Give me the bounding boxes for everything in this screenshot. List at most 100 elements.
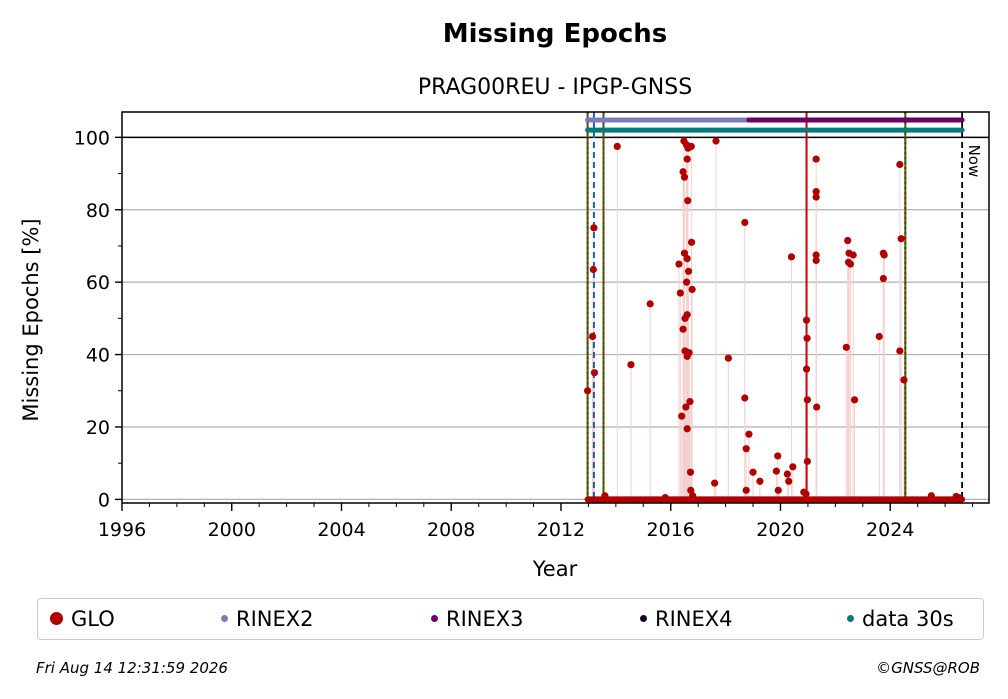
data-point	[812, 251, 820, 259]
x-tick-label: 2008	[427, 519, 475, 541]
data-point	[712, 137, 720, 145]
legend-marker-glo	[50, 611, 63, 625]
data-point	[742, 486, 750, 494]
data-point	[601, 492, 609, 500]
y-tick-label: 60	[86, 272, 110, 294]
data-point	[849, 251, 857, 259]
data-point	[812, 193, 820, 201]
data-point	[627, 361, 635, 369]
data-point	[613, 142, 621, 150]
data-point	[802, 316, 811, 324]
data-point	[802, 365, 811, 373]
data-point	[787, 253, 796, 261]
data-point	[675, 260, 683, 268]
legend-label-glo: GLO	[71, 607, 115, 631]
legend-label-rinex4: RINEX4	[655, 607, 733, 631]
data-point	[689, 492, 697, 500]
legend-marker-rinex2	[221, 614, 228, 622]
data-point	[679, 325, 687, 333]
data-point	[687, 486, 695, 494]
data-point	[724, 354, 732, 362]
data-point	[687, 142, 695, 150]
x-tick-label: 1996	[98, 519, 146, 541]
data-point	[684, 197, 692, 205]
data-point	[683, 155, 691, 163]
data-point	[783, 470, 791, 478]
data-point	[688, 285, 696, 293]
y-tick-label: 0	[98, 489, 110, 511]
data-point	[875, 332, 883, 341]
data-point	[844, 236, 852, 245]
plot-frame	[121, 111, 990, 504]
y-tick-label: 20	[86, 417, 110, 439]
data-point	[686, 398, 694, 406]
data-point	[687, 238, 696, 246]
y-tick-label: 100	[74, 127, 110, 149]
legend-marker-data-30s	[847, 614, 854, 622]
x-tick-label: 2000	[208, 519, 256, 541]
data-point	[789, 463, 797, 471]
legend-item-data-30s: data 30s	[847, 599, 954, 639]
data-point	[683, 255, 691, 263]
data-point	[897, 235, 905, 243]
legend-marker-rinex3	[431, 614, 438, 622]
data-point	[803, 396, 811, 404]
y-tick-label: 80	[86, 200, 110, 222]
data-point	[676, 289, 684, 297]
footer-copyright: ©GNSS@ROB	[876, 659, 980, 677]
x-axis-label: Year	[532, 557, 578, 581]
data-point	[589, 265, 597, 274]
x-tick-label: 2004	[317, 519, 365, 541]
legend-item-glo: GLO	[50, 599, 115, 639]
data-point	[785, 477, 793, 485]
data-point	[741, 218, 749, 227]
data-point	[927, 492, 935, 500]
x-tick-label: 2012	[537, 519, 585, 541]
data-point	[955, 493, 963, 502]
data-point	[683, 425, 691, 433]
data-point	[803, 457, 811, 465]
data-point	[749, 468, 757, 476]
y-axis-label: Missing Epochs [%]	[19, 218, 43, 421]
chart-subtitle: PRAG00REU - IPGP-GNSS	[418, 75, 692, 100]
data-point	[682, 403, 690, 411]
x-tick-label: 2024	[866, 519, 914, 541]
legend-item-rinex3: RINEX3	[431, 599, 524, 639]
data-point	[584, 387, 592, 395]
data-point	[846, 260, 855, 268]
data-point	[686, 468, 695, 476]
data-point	[679, 168, 687, 176]
x-tick-label: 2016	[647, 519, 695, 541]
data-point	[896, 160, 904, 169]
data-point	[880, 251, 888, 259]
legend-item-rinex2: RINEX2	[221, 599, 314, 639]
data-point	[590, 224, 598, 232]
legend-label-rinex3: RINEX3	[446, 607, 524, 631]
data-point	[850, 396, 859, 404]
data-point	[590, 369, 599, 377]
data-point	[756, 477, 764, 485]
data-point	[588, 332, 597, 341]
data-point	[896, 347, 904, 355]
data-point	[802, 490, 810, 498]
legend: GLO RINEX2 RINEX3 RINEX4 data 30s	[37, 598, 984, 640]
data-point	[661, 493, 669, 502]
legend-label-rinex2: RINEX2	[236, 607, 314, 631]
data-point	[684, 267, 693, 275]
data-point	[879, 274, 887, 283]
data-point	[680, 173, 689, 181]
data-point	[683, 278, 691, 286]
now-label: Now	[965, 145, 983, 178]
data-point	[812, 155, 820, 163]
data-point	[680, 249, 689, 257]
data-point	[646, 300, 654, 308]
legend-item-rinex4: RINEX4	[640, 599, 733, 639]
x-tick-label: 2020	[756, 519, 804, 541]
y-tick-label: 40	[86, 345, 110, 367]
data-point	[812, 256, 820, 265]
data-point	[678, 412, 686, 420]
data-point	[812, 188, 820, 196]
chart-title: Missing Epochs	[443, 19, 667, 49]
data-point	[900, 376, 908, 384]
